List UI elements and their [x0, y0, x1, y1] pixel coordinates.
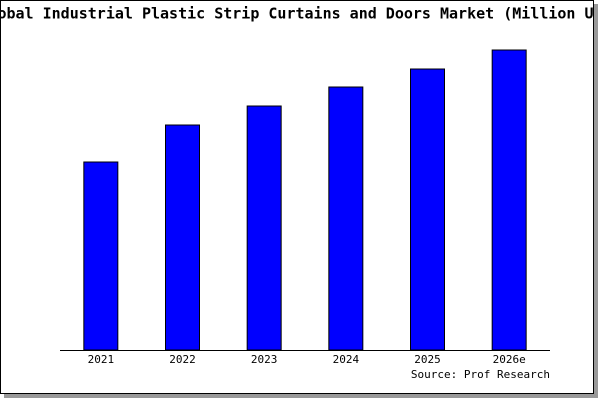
x-tick-label: 2025	[414, 353, 441, 366]
bar	[491, 49, 527, 351]
x-tick-label: 2026e	[493, 353, 526, 366]
x-tick-label: 2022	[169, 353, 196, 366]
chart-title: Global Industrial Plastic Strip Curtains…	[0, 5, 600, 23]
x-tick-label: 2024	[333, 353, 360, 366]
source-note: Source: Prof Research	[411, 368, 550, 381]
bar	[328, 86, 364, 351]
bar	[165, 124, 200, 351]
bar	[246, 105, 282, 351]
bar	[83, 161, 119, 351]
x-tick-label: 2023	[251, 353, 278, 366]
x-tick-label: 2021	[88, 353, 115, 366]
bar	[410, 68, 445, 351]
